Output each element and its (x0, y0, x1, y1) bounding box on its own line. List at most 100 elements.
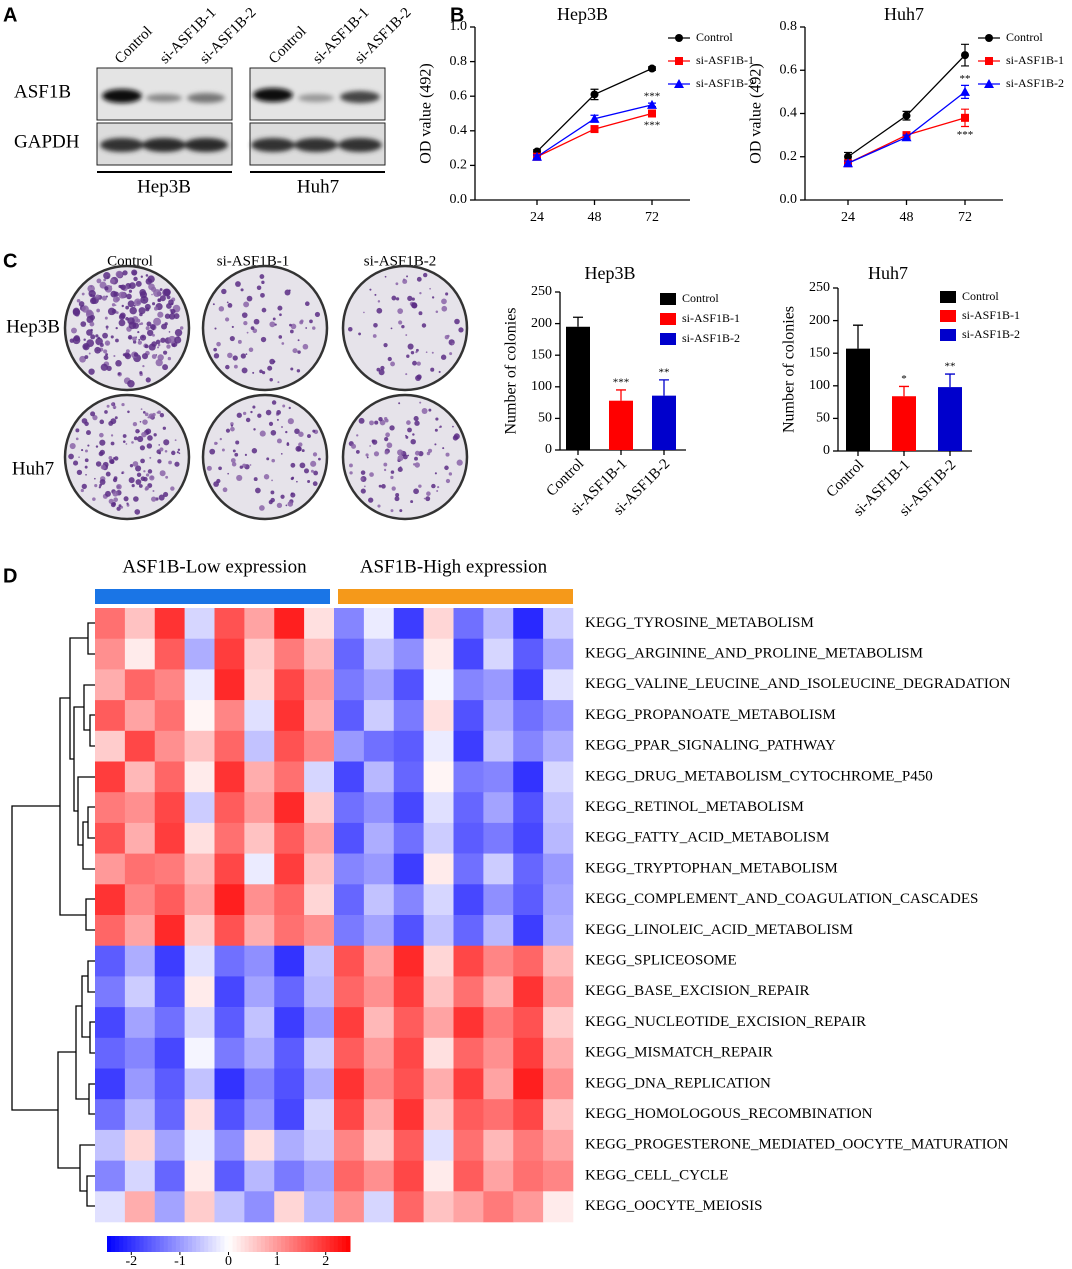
colony-dot (87, 444, 90, 447)
colony-dot (125, 349, 130, 354)
colony-dot (378, 416, 383, 422)
colorbar-tick-label: 2 (322, 1254, 329, 1269)
colony-dot (96, 278, 102, 284)
heatmap-cell (304, 884, 335, 916)
colony-dot (158, 444, 161, 446)
heatmap-cell (513, 1129, 544, 1161)
heatmap-cell (453, 1068, 484, 1100)
colony-dot (395, 297, 400, 301)
colony-dot (163, 491, 169, 498)
colony-dot (84, 465, 88, 469)
colony-dot (376, 307, 383, 314)
colony-dot (225, 428, 231, 433)
row-label: KEGG_HOMOLOGOUS_RECOMBINATION (585, 1106, 873, 1122)
colony-dot (305, 327, 308, 329)
colony-dot (142, 419, 148, 425)
colony-dot (126, 502, 129, 505)
colony-dot (158, 494, 165, 501)
colorbar-segment (289, 1236, 294, 1252)
colony-dot (418, 311, 423, 316)
colony-dot (144, 344, 149, 349)
colony-dot (99, 281, 107, 289)
colony-dot (435, 417, 439, 421)
heatmap-cell (483, 915, 514, 946)
heatmap-cell (423, 730, 454, 762)
colony-dot (138, 430, 140, 433)
heatmap-cell (363, 853, 395, 885)
heatmap-cell (244, 1068, 275, 1100)
colony-dot (82, 342, 90, 351)
group-bar (95, 589, 330, 604)
heatmap-cell (453, 792, 484, 824)
row-label: KEGG_MISMATCH_REPAIR (585, 1045, 773, 1061)
colony-dot (176, 451, 179, 454)
heatmap-cell (274, 945, 305, 977)
chart-title: Hep3B (585, 263, 636, 283)
colorbar-segment (236, 1236, 242, 1252)
colony-dot (405, 334, 408, 336)
x-tick-label: 48 (900, 210, 914, 225)
heatmap-cell (124, 700, 156, 732)
colony-dot (444, 465, 449, 471)
colony-dot (414, 456, 418, 461)
heatmap-cell (154, 669, 185, 701)
colony-dot (310, 469, 314, 473)
colony-dot (412, 433, 415, 436)
x-tick-label: 24 (530, 210, 544, 225)
colony-dot (95, 461, 102, 467)
heatmap-cell (453, 822, 484, 854)
colorbar-segment (297, 1236, 302, 1252)
heatmap-cell (423, 915, 454, 946)
marker (901, 132, 912, 142)
heatmap-cell (214, 915, 245, 946)
colony-dot (270, 490, 275, 495)
row-label: KEGG_VALINE_LEUCINE_AND_ISOLEUCINE_DEGRA… (585, 676, 1011, 692)
colony-dot (123, 496, 129, 502)
colony-dot (236, 474, 243, 481)
heatmap-cell (154, 638, 185, 670)
colorbar-segment (224, 1236, 229, 1252)
heatmap-cell (423, 1191, 454, 1223)
colony-dot (256, 285, 262, 291)
series-line (536, 67, 653, 153)
marker (590, 125, 599, 134)
colony-dot (411, 297, 415, 301)
colony-dot (115, 326, 118, 330)
colony-dot (271, 400, 277, 405)
colony-dot (115, 338, 119, 343)
heatmap-cell (483, 792, 514, 824)
heatmap-cell (513, 976, 544, 1008)
bar (566, 326, 590, 450)
colony-dot (110, 434, 114, 437)
colony-dot (111, 303, 116, 307)
colony-dot (406, 275, 409, 278)
legend-label: Control (962, 289, 999, 303)
colony-dot (240, 288, 244, 292)
legend-label: si-ASF1B-2 (682, 331, 740, 345)
colony-dot (259, 274, 265, 279)
colony-dot (115, 270, 123, 278)
heatmap-cell (543, 976, 574, 1008)
colony-dot (157, 298, 161, 302)
colony-dot (276, 502, 283, 509)
colony-dot (261, 280, 265, 285)
colorbar-segment (167, 1236, 173, 1252)
y-tick-label: 150 (531, 347, 552, 362)
heatmap-cell (543, 792, 574, 824)
heatmap-cell (423, 792, 454, 824)
colony-dot (405, 435, 409, 439)
heatmap-cell (154, 1129, 185, 1161)
colony-dot (157, 354, 164, 361)
colorbar-segment (147, 1236, 153, 1252)
colony-dot (449, 352, 453, 356)
colony-dot (99, 432, 104, 438)
colony-dot (135, 465, 142, 472)
colony-dot (131, 269, 138, 276)
marker (675, 34, 683, 42)
colony-dot (81, 292, 85, 296)
colony-dot (105, 490, 111, 497)
colony-dot (411, 302, 418, 309)
heatmap-cell (453, 730, 484, 762)
colony-dot (243, 301, 250, 308)
heatmap-cell (363, 884, 395, 916)
